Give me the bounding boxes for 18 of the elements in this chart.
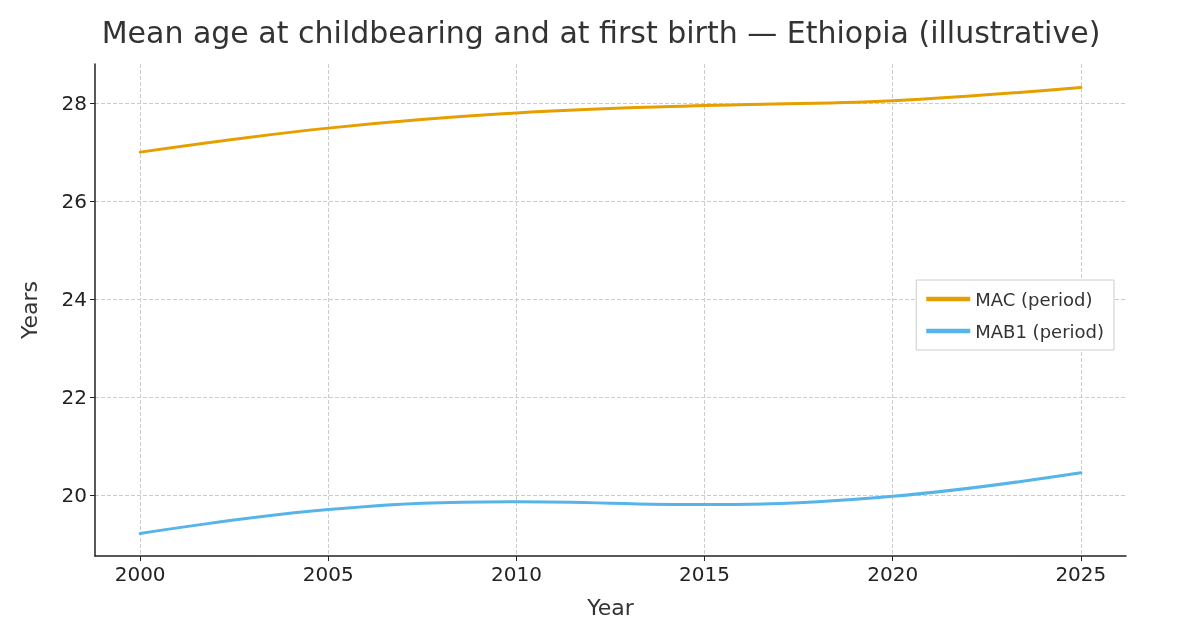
y-axis-title: Years (16, 280, 42, 341)
x-tick-label: 2025 (1055, 562, 1107, 586)
legend-label: MAC (period) (975, 288, 1093, 310)
x-tick-label: 2000 (114, 562, 166, 586)
x-tick-label: 2020 (867, 562, 919, 586)
line-series (138, 86, 1083, 154)
legend-label: MAB1 (period) (975, 320, 1105, 342)
y-tick-label: 24 (61, 286, 87, 311)
line-series (138, 471, 1083, 535)
y-tick-label: 22 (61, 384, 87, 409)
y-tick-label: 28 (61, 91, 87, 116)
y-tick-label: 20 (61, 482, 87, 507)
x-tick-label: 2005 (302, 562, 354, 586)
y-tick-label: 26 (61, 189, 87, 214)
x-tick-label: 2010 (490, 562, 542, 586)
chart-title: Mean age at childbearing and at first birth — Ethiopia (illustrative) (101, 14, 1101, 50)
x-axis-title: Year (586, 594, 635, 620)
x-tick-label: 2015 (679, 562, 731, 586)
